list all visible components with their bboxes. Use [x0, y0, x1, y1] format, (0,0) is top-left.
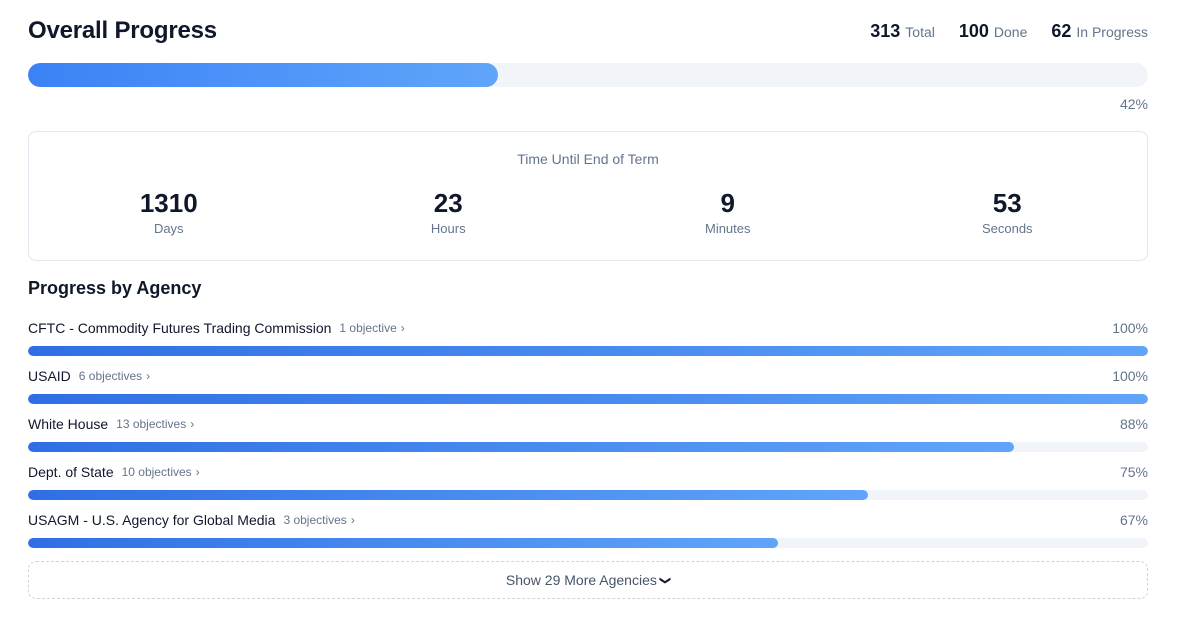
stat-in-progress: 62 In Progress	[1051, 21, 1148, 42]
term-countdown-card: Time Until End of Term 1310 Days 23 Hour…	[28, 131, 1148, 261]
stat-total-value: 313	[870, 20, 901, 41]
stat-in-progress-label: In Progress	[1076, 23, 1148, 40]
agency-name: USAID	[28, 368, 71, 384]
agency-percent: 100%	[1112, 320, 1148, 336]
agency-progress-fill	[28, 538, 779, 548]
agency-name: CFTC - Commodity Futures Trading Commiss…	[28, 320, 332, 336]
overall-header: Overall Progress 313 Total 100 Done 62 I…	[28, 14, 1148, 48]
countdown-days-value: 1310	[139, 188, 198, 218]
stat-in-progress-value: 62	[1051, 20, 1072, 41]
agency-objectives-link[interactable]: 13 objectives ›	[116, 417, 194, 431]
stat-done-value: 100	[958, 20, 989, 41]
agency-progress-bar	[28, 442, 1148, 452]
chevron-right-icon: ›	[350, 513, 355, 527]
agency-name: White House	[28, 416, 109, 432]
countdown-seconds-label: Seconds	[981, 221, 1033, 236]
agency-objectives-count: 3 objectives	[283, 513, 347, 527]
agency-progress-fill	[28, 490, 868, 500]
agency-objectives-count: 13 objectives	[116, 417, 187, 431]
agency-progress-bar	[28, 394, 1148, 404]
overall-progress-bar	[28, 63, 1148, 87]
stat-total-label: Total	[905, 23, 935, 40]
countdown-hours-value: 23	[433, 188, 463, 218]
agency-row: CFTC - Commodity Futures Trading Commiss…	[28, 318, 1148, 358]
countdown-minutes: 9 Minutes	[588, 188, 868, 236]
agency-percent: 100%	[1112, 368, 1148, 384]
agency-name: Dept. of State	[28, 464, 114, 480]
countdown-minutes-label: Minutes	[704, 221, 751, 236]
countdown-days-label: Days	[153, 221, 184, 236]
countdown-units: 1310 Days 23 Hours 9 Minutes 53 Seconds	[29, 188, 1147, 236]
agency-percent: 75%	[1119, 464, 1148, 480]
agency-row: USAGM - U.S. Agency for Global Media 3 o…	[28, 510, 1148, 550]
agency-objectives-count: 1 objective	[339, 321, 397, 335]
agency-progress-fill	[28, 442, 1014, 452]
agency-progress-bar	[28, 346, 1148, 356]
countdown-hours-label: Hours	[430, 221, 466, 236]
countdown-title: Time Until End of Term	[517, 151, 659, 167]
stat-done-label: Done	[993, 23, 1028, 40]
agency-objectives-count: 10 objectives	[121, 465, 192, 479]
countdown-days: 1310 Days	[29, 188, 309, 236]
chevron-right-icon: ›	[195, 465, 200, 479]
chevron-right-icon: ›	[146, 369, 151, 383]
agency-row: USAID 6 objectives › 100%	[28, 366, 1148, 406]
show-more-label: Show 29 More Agencies	[505, 572, 657, 588]
agency-progress-bar	[28, 490, 1148, 500]
agency-objectives-link[interactable]: 10 objectives ›	[122, 465, 200, 479]
stats-summary: 313 Total 100 Done 62 In Progress	[870, 21, 1148, 42]
countdown-hours: 23 Hours	[309, 188, 589, 236]
overall-progress-percent: 42%	[1119, 96, 1148, 112]
countdown-seconds-value: 53	[992, 188, 1022, 218]
chevron-right-icon: ›	[400, 321, 405, 335]
agency-row: White House 13 objectives › 88%	[28, 414, 1148, 454]
chevron-right-icon: ›	[190, 417, 195, 431]
agencies-section-title: Progress by Agency	[28, 278, 202, 298]
agency-percent: 88%	[1119, 416, 1148, 432]
agency-objectives-link[interactable]: 3 objectives ›	[283, 513, 354, 527]
agency-progress-fill	[28, 394, 1148, 404]
stat-done: 100 Done	[959, 21, 1028, 42]
countdown-minutes-value: 9	[720, 188, 735, 218]
agency-percent: 67%	[1119, 512, 1148, 528]
agency-row: Dept. of State 10 objectives › 75%	[28, 462, 1148, 502]
countdown-seconds: 53 Seconds	[868, 188, 1148, 236]
chevron-down-icon: ❯	[658, 575, 671, 585]
agency-objectives-link[interactable]: 6 objectives ›	[79, 369, 150, 383]
agency-objectives-link[interactable]: 1 objective ›	[339, 321, 404, 335]
agency-objectives-count: 6 objectives	[78, 369, 143, 383]
agency-name: USAGM - U.S. Agency for Global Media	[28, 512, 276, 528]
agency-progress-bar	[28, 538, 1148, 548]
overall-progress-fill	[28, 63, 499, 87]
page-title: Overall Progress	[28, 17, 217, 44]
stat-total: 313 Total	[870, 21, 935, 42]
agency-progress-fill	[28, 346, 1148, 356]
show-more-agencies-button[interactable]: Show 29 More Agencies ❯	[28, 561, 1148, 599]
